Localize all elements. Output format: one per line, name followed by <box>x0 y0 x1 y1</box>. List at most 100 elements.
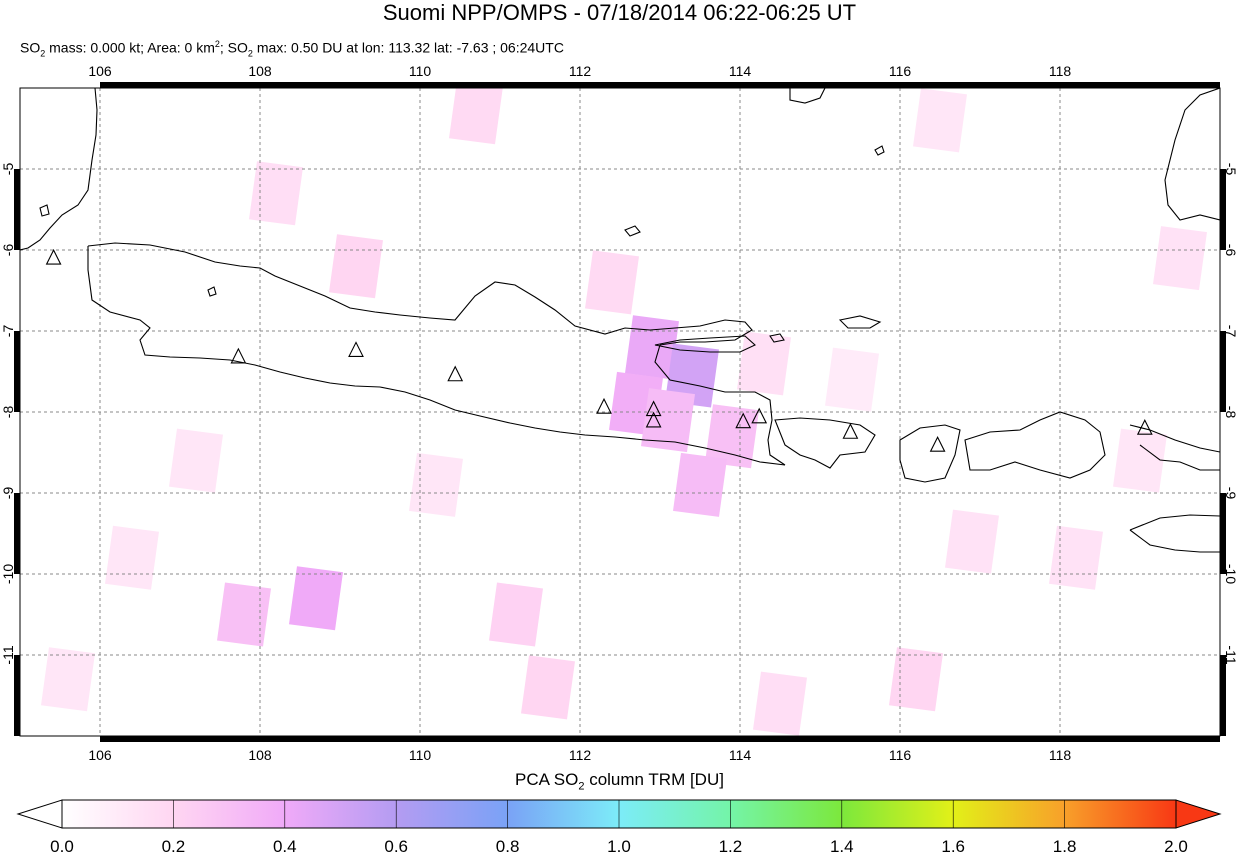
so2-cell <box>489 582 543 647</box>
frame-band-bottom <box>740 736 900 742</box>
colorbar-label-b: column TRM [DU] <box>584 770 724 789</box>
so2-cell <box>105 525 159 590</box>
frame-band-bottom <box>100 736 260 742</box>
y-tick-label-left: -5 <box>0 163 16 176</box>
y-tick-label-left: -10 <box>0 564 16 584</box>
y-tick-label-left: -6 <box>0 244 16 257</box>
y-tick-label-right: -10 <box>1223 564 1239 584</box>
colorbar-tick-label: 0.4 <box>273 837 297 855</box>
colorbar-tick-label: 1.4 <box>830 837 854 855</box>
coast-sulawesi <box>1164 88 1220 221</box>
colorbar: 0.0 0.2 0.4 0.6 0.8 1.0 1.2 1.4 1.6 1.8 2.0 <box>16 799 1222 855</box>
frame-band-bottom <box>580 736 740 742</box>
so2-cell <box>945 509 999 574</box>
coast-sumatra <box>20 88 98 251</box>
so2-cell <box>737 331 791 396</box>
so2-cell <box>673 452 727 517</box>
frame-band-top <box>580 82 740 88</box>
frame-band-top <box>900 82 1060 88</box>
frame-band-bottom <box>900 736 1060 742</box>
coast-island-small-3 <box>769 333 785 343</box>
coast-island-kangean <box>838 315 882 329</box>
x-tick-label-top: 110 <box>409 63 432 79</box>
volcano-icon <box>929 435 946 452</box>
y-tick-label-left: -9 <box>0 487 16 500</box>
y-tick-label-right: -11 <box>1223 645 1239 664</box>
frame-band-top <box>740 82 900 88</box>
frame-band-top <box>100 82 260 88</box>
volcano-icon <box>45 248 62 265</box>
colorbar-over-arrow <box>1175 799 1222 829</box>
volcano-icon <box>230 347 247 364</box>
x-tick-label-top: 114 <box>729 63 752 79</box>
subtitle-part-c: ; SO <box>219 39 248 56</box>
coast-java-north <box>87 242 753 346</box>
volcano-icon <box>1136 418 1153 435</box>
y-tick-label-right: -6 <box>1223 244 1239 257</box>
x-tick-label-top: 112 <box>569 63 592 79</box>
volcano-icon <box>348 341 364 357</box>
colorbar-label: PCA SO2 column TRM [DU] <box>0 770 1239 792</box>
coast-sumbawa <box>964 411 1106 479</box>
so2-cell <box>329 234 383 299</box>
subtitle-part-b: mass: 0.000 kt; Area: 0 km <box>45 39 215 56</box>
x-tick-label-bottom: 112 <box>569 747 592 763</box>
colorbar-tick-label: 1.6 <box>941 837 965 855</box>
frame-band-right <box>1220 655 1226 736</box>
so2-cell <box>169 428 223 493</box>
x-tick-label-bottom: 116 <box>889 747 912 763</box>
so2-cell <box>1049 525 1103 590</box>
coast-bali <box>774 417 876 469</box>
coast-madura <box>654 335 756 353</box>
lat-lon-frame <box>14 82 1226 742</box>
grid-lines <box>20 88 1220 736</box>
x-tick-label-bottom: 106 <box>88 747 112 763</box>
so2-cell <box>217 582 271 647</box>
colorbar-label-a: PCA SO <box>515 770 579 789</box>
coast-island-small-4 <box>874 145 885 156</box>
colorbar-tick-label: 1.8 <box>1053 837 1077 855</box>
frame-band-left <box>14 169 20 250</box>
so2-cell <box>665 343 719 408</box>
coast-flores <box>1129 424 1220 471</box>
so2-cell <box>409 452 463 517</box>
colorbar-under-arrow <box>16 799 63 829</box>
colorbar-tick-label: 0.6 <box>384 837 408 855</box>
coast-java-east <box>654 344 786 466</box>
coastlines <box>20 88 1220 553</box>
subtitle-part-b-sup: 2 <box>214 39 220 49</box>
x-tick-label-top: 108 <box>248 63 272 79</box>
so2-cell <box>1113 428 1167 493</box>
so2-cell <box>249 161 303 226</box>
so2-cell <box>913 88 967 153</box>
y-tick-label-right: -8 <box>1223 406 1239 419</box>
volcano-icon <box>645 400 662 417</box>
x-tick-label-top: 118 <box>1049 63 1072 79</box>
x-tick-label-top: 106 <box>88 63 112 79</box>
frame-band-top <box>420 82 580 88</box>
x-tick-label-bottom: 110 <box>409 747 432 763</box>
x-tick-label-bottom: 118 <box>1049 747 1072 763</box>
coast-island-small-1 <box>207 286 217 297</box>
volcano-icon <box>735 412 752 429</box>
volcano-icon <box>596 397 612 414</box>
colorbar-ticks: 0.0 0.2 0.4 0.6 0.8 1.0 1.2 1.4 1.6 1.8 2.0 <box>50 800 1188 855</box>
coast-island-small-2 <box>39 204 50 217</box>
colorbar-tick-label: 2.0 <box>1164 837 1188 855</box>
coast-island-karimunjawa <box>624 225 641 237</box>
so2-cell <box>1153 226 1207 291</box>
frame-band-right <box>1220 331 1226 412</box>
colorbar-tick-label: 0.8 <box>496 837 520 855</box>
colorbar-label-sub: 2 <box>578 780 585 793</box>
colorbar-tick-label: 0.2 <box>162 837 186 855</box>
so2-cell <box>289 566 343 631</box>
colorbar-tick-label: 1.0 <box>607 837 631 855</box>
y-tick-labels-left: -5 -6 -7 -8 -9 -10 -11 <box>0 163 16 665</box>
so2-cell <box>753 671 807 736</box>
colorbar-tick-label: 1.2 <box>719 837 743 855</box>
coast-borneo <box>789 88 826 104</box>
y-tick-label-right: -9 <box>1223 487 1239 500</box>
volcano-icon <box>751 407 768 424</box>
subtitle-part-d: max: 0.50 DU at lon: 113.32 lat: -7.63 ;… <box>252 39 564 56</box>
